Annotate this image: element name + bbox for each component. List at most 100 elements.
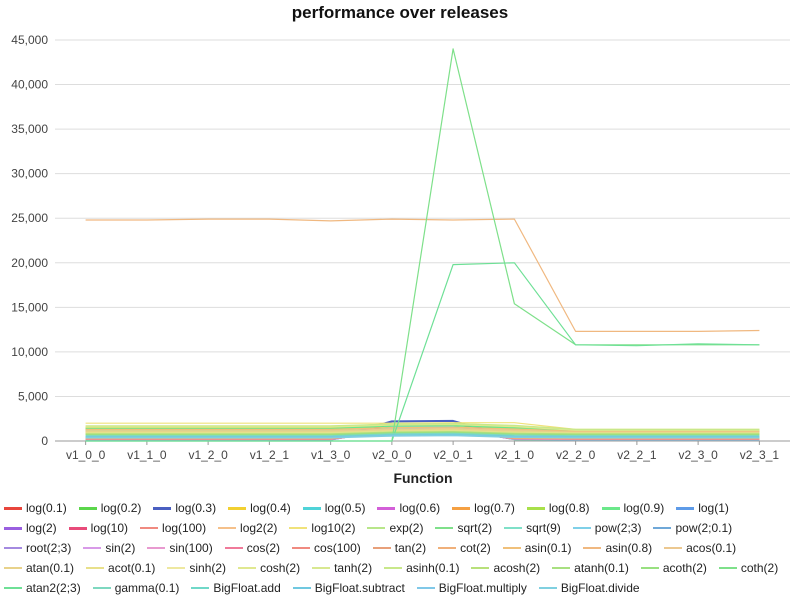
legend-item: tan(2): [372, 538, 426, 558]
legend-swatch: [92, 587, 111, 589]
legend-item: log(0.8): [526, 498, 590, 518]
y-tick-label: 35,000: [11, 122, 48, 136]
legend-label: sin(100): [169, 541, 213, 555]
legend-swatch: [228, 506, 247, 510]
legend-swatch: [601, 506, 620, 510]
legend-swatch: [312, 567, 331, 569]
legend-label: BigFloat.divide: [560, 581, 640, 595]
legend-label: acosh(2): [493, 561, 541, 575]
legend-item: atan2(2;3): [4, 578, 81, 598]
y-tick-label: 25,000: [11, 211, 48, 225]
y-tick-label: 20,000: [11, 256, 48, 270]
legend-label: log(100): [162, 521, 207, 535]
legend-label: log(1): [698, 501, 729, 515]
y-tick-label: 40,000: [11, 78, 48, 92]
legend-label: cosh(2): [260, 561, 301, 575]
legend-item: BigFloat.multiply: [416, 578, 527, 598]
legend-label: cos(100): [314, 541, 361, 555]
legend-label: atan2(2;3): [26, 581, 81, 595]
y-tick-label: 30,000: [11, 167, 48, 181]
legend-item: sin(2): [83, 538, 135, 558]
legend-label: acos(0.1): [686, 541, 737, 555]
legend-swatch: [4, 567, 22, 569]
legend-swatch: [292, 587, 311, 589]
legend-item: exp(2): [367, 518, 423, 538]
legend-item: log(0.6): [377, 498, 440, 518]
legend-label: acot(0.1): [108, 561, 156, 575]
legend-swatch: [640, 567, 659, 569]
legend-item: log10(2): [289, 518, 355, 538]
x-tick-label: v2_2_0: [556, 448, 596, 462]
legend-item: log(1): [676, 498, 729, 518]
series-line: [85, 432, 760, 437]
legend-label: log(0.3): [175, 501, 217, 515]
x-tick-label: v1_3_0: [311, 448, 351, 462]
legend-label: gamma(0.1): [114, 581, 180, 595]
legend-label: BigFloat.subtract: [314, 581, 405, 595]
series-line: [85, 431, 760, 436]
legend-label: BigFloat.add: [213, 581, 281, 595]
legend-swatch: [367, 527, 386, 529]
legend-swatch: [718, 567, 737, 569]
gridlines: [55, 39, 790, 442]
legend-item: BigFloat.subtract: [292, 578, 405, 598]
x-tick-label: v2_1_0: [495, 448, 535, 462]
legend-swatch: [86, 567, 105, 569]
legend-swatch: [302, 506, 321, 510]
x-tick-label: v1_0_0: [66, 448, 106, 462]
legend-item: BigFloat.add: [191, 578, 281, 598]
series-lines: [85, 48, 760, 442]
legend-swatch: [153, 506, 172, 510]
legend-swatch: [572, 527, 591, 529]
legend-label: pow(2;3): [594, 521, 642, 535]
legend-swatch: [538, 587, 557, 589]
legend-label: log(0.5): [324, 501, 366, 515]
legend-item: log(0.5): [302, 498, 366, 518]
series-line: [85, 435, 760, 439]
x-tick-label: v1_1_0: [127, 448, 167, 462]
legend-swatch: [583, 547, 602, 549]
legend-swatch: [292, 547, 311, 549]
legend-item: atanh(0.1): [552, 558, 629, 578]
legend-item: log(0.3): [153, 498, 216, 518]
legend-item: log(2): [4, 518, 57, 538]
x-tick-label: v2_3_0: [678, 448, 718, 462]
x-tick-label: v1_2_1: [250, 448, 290, 462]
legend-label: cos(2): [246, 541, 281, 555]
legend-item: sinh(2): [167, 558, 226, 578]
legend-label: BigFloat.multiply: [438, 581, 527, 595]
legend-item: tanh(2): [312, 558, 372, 578]
legend-swatch: [4, 547, 22, 549]
legend-label: log2(2): [240, 521, 278, 535]
legend-item: log(10): [68, 518, 128, 538]
legend-label: tanh(2): [334, 561, 373, 575]
legend-swatch: [191, 587, 210, 589]
y-tick-label: 5,000: [18, 389, 48, 403]
legend-label: log(2): [26, 521, 57, 535]
legend-item: asinh(0.1): [384, 558, 459, 578]
legend-swatch: [68, 526, 87, 530]
x-tick-label: v2_0_0: [372, 448, 412, 462]
legend-swatch: [78, 506, 97, 510]
legend-item: cot(2): [438, 538, 491, 558]
legend-swatch: [4, 587, 22, 589]
legend-label: log(0.2): [100, 501, 142, 515]
legend-swatch: [238, 567, 257, 569]
legend-swatch: [4, 506, 22, 510]
x-axis-tick-labels: v1_0_0 v1_1_0 v1_2_0 v1_2_1 v1_3_0 v2_0_0 v2_0…: [66, 441, 779, 462]
legend-item: cosh(2): [238, 558, 300, 578]
legend-item: log(0.2): [78, 498, 142, 518]
legend-label: sin(2): [105, 541, 136, 555]
legend-label: atanh(0.1): [574, 561, 629, 575]
y-tick-label: 45,000: [11, 33, 48, 47]
legend-label: cot(2): [460, 541, 491, 555]
x-axis-title: Function: [393, 470, 452, 486]
legend-label: sqrt(9): [526, 521, 561, 535]
legend-swatch: [502, 547, 521, 549]
legend-swatch: [218, 527, 237, 529]
legend-swatch: [140, 527, 159, 529]
series-line: [85, 262, 760, 442]
legend-swatch: [416, 587, 435, 589]
legend-swatch: [653, 527, 672, 529]
